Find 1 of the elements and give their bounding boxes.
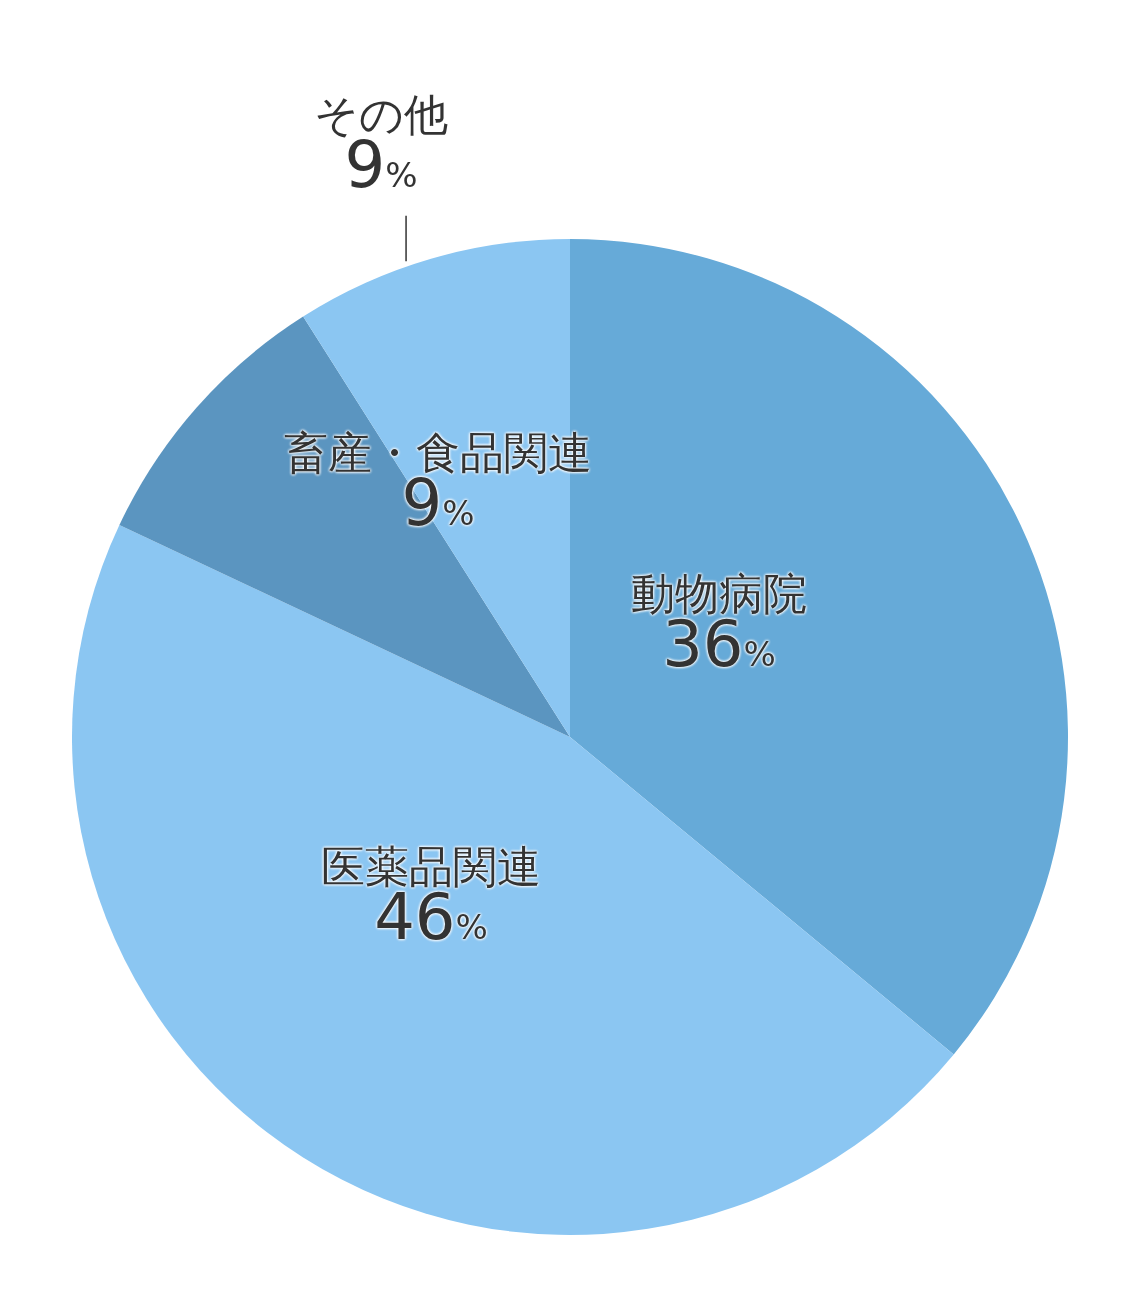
slice-label: その他 [314,89,448,140]
